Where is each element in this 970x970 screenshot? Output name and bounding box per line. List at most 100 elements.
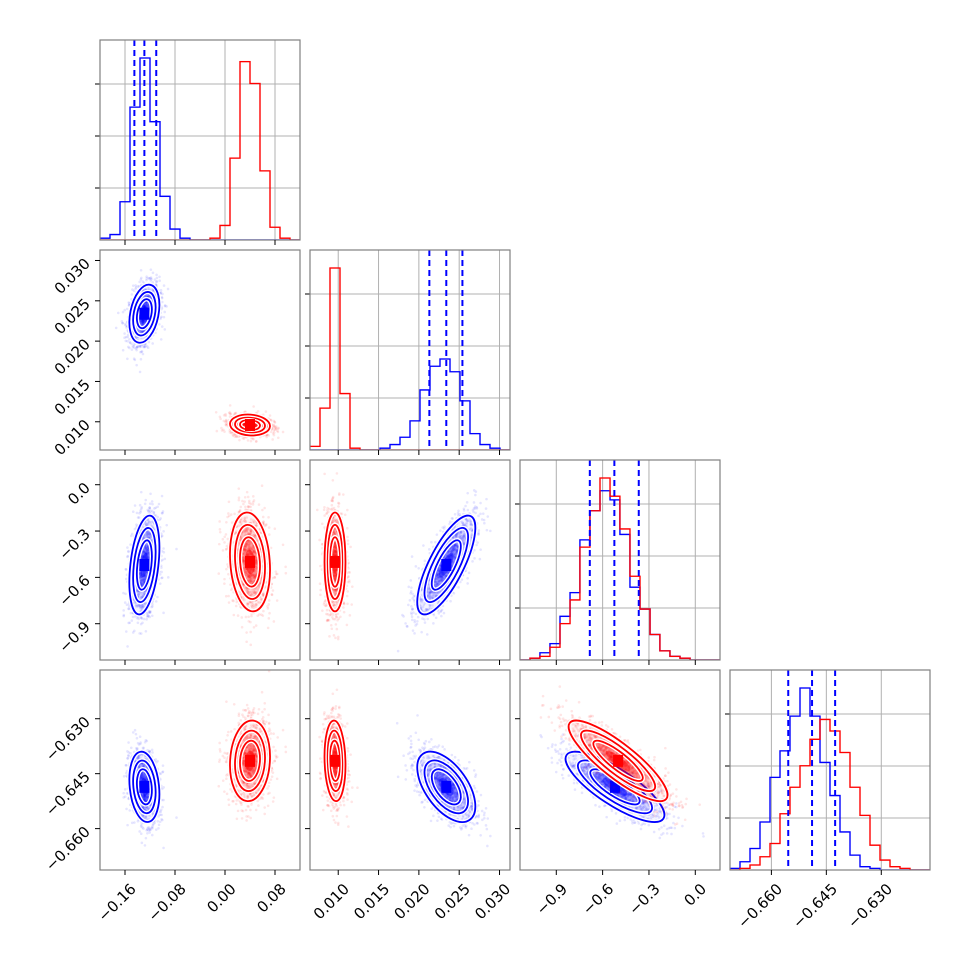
sample-point (126, 357, 129, 361)
sample-point (146, 522, 150, 525)
sample-point (134, 287, 137, 291)
sample-point (133, 629, 136, 633)
sample-point (161, 292, 164, 296)
sample-point (247, 573, 251, 576)
sample-point (132, 289, 136, 293)
sample-point (139, 571, 142, 575)
sample-point (146, 530, 149, 533)
sample-point (128, 341, 132, 344)
sample-point (122, 614, 125, 618)
sample-point (271, 432, 275, 435)
sample-point (241, 559, 245, 562)
sample-point (143, 555, 147, 559)
sample-point (246, 495, 250, 499)
histogram-plot-area (730, 670, 930, 870)
sample-point (255, 560, 258, 564)
sample-point (125, 603, 129, 607)
sample-point (254, 602, 258, 606)
sample-point (219, 417, 222, 421)
sample-point (145, 572, 149, 575)
sample-point (135, 603, 138, 606)
sample-point (251, 603, 254, 606)
sample-point (130, 293, 134, 296)
sample-point (146, 303, 149, 306)
sample-point (144, 551, 147, 555)
sample-point (135, 511, 139, 515)
sample-point (145, 305, 149, 309)
sample-point (272, 433, 276, 437)
sample-point (245, 543, 248, 547)
sample-point (224, 594, 228, 598)
blue-histogram-step (730, 687, 930, 870)
sample-point (249, 572, 253, 575)
sample-point (136, 604, 140, 608)
sample-point (145, 552, 148, 555)
sample-point (145, 550, 148, 554)
sample-point (243, 546, 246, 550)
sample-point (141, 320, 144, 324)
sample-point (160, 296, 164, 300)
sample-point (162, 315, 166, 319)
sample-point (133, 504, 137, 507)
panels-group (95, 39, 931, 875)
sample-point (148, 506, 151, 509)
sample-point (126, 335, 130, 339)
sample-point (246, 505, 250, 509)
sample-point (142, 304, 145, 308)
sample-point (136, 345, 139, 348)
sample-point (254, 424, 258, 427)
sample-point (268, 611, 271, 615)
sample-point (241, 520, 245, 523)
sample-point (242, 422, 246, 426)
sample-point (141, 322, 145, 325)
sample-point (141, 572, 145, 575)
sample-point (140, 321, 143, 324)
sample-point (147, 556, 151, 560)
sample-point (259, 598, 263, 602)
sample-point (141, 321, 145, 324)
sample-point (135, 523, 138, 526)
sample-point (135, 363, 138, 367)
scatter-plot-area (114, 268, 285, 443)
sample-point (141, 574, 144, 577)
sample-point (154, 506, 158, 510)
sample-point (141, 554, 144, 558)
sample-point (143, 304, 146, 308)
sample-point (138, 370, 142, 374)
sample-point (124, 335, 128, 339)
sample-point (143, 579, 147, 583)
sample-point (141, 593, 145, 596)
sample-point (160, 325, 164, 328)
sample-point (249, 574, 253, 577)
sample-point (135, 589, 139, 593)
sample-point (140, 575, 143, 579)
sample-point (276, 436, 280, 440)
sample-point (140, 575, 143, 578)
sample-point (224, 414, 228, 417)
sample-point (142, 617, 146, 621)
sample-point (223, 541, 226, 544)
sample-point (140, 582, 143, 586)
sample-point (281, 430, 285, 434)
sample-point (142, 320, 145, 324)
sample-point (139, 330, 143, 334)
sample-point (141, 604, 145, 608)
sample-point (244, 571, 248, 574)
sample-point (144, 302, 147, 306)
sample-point (271, 438, 274, 441)
sample-point (243, 531, 247, 535)
sample-point (249, 579, 253, 582)
sample-point (147, 510, 150, 513)
sample-point (246, 531, 250, 534)
sample-point (138, 280, 141, 284)
sample-point (249, 572, 252, 576)
sample-point (140, 583, 143, 587)
sample-point (151, 605, 154, 608)
sample-point (126, 554, 130, 558)
sample-point (123, 601, 127, 604)
sample-point (146, 615, 149, 619)
sample-point (227, 411, 231, 415)
sample-point (124, 592, 127, 596)
sample-point (251, 577, 255, 580)
